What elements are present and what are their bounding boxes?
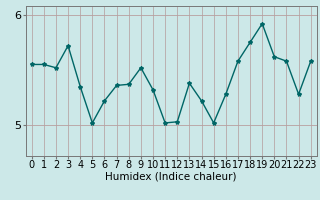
X-axis label: Humidex (Indice chaleur): Humidex (Indice chaleur) xyxy=(106,172,237,182)
